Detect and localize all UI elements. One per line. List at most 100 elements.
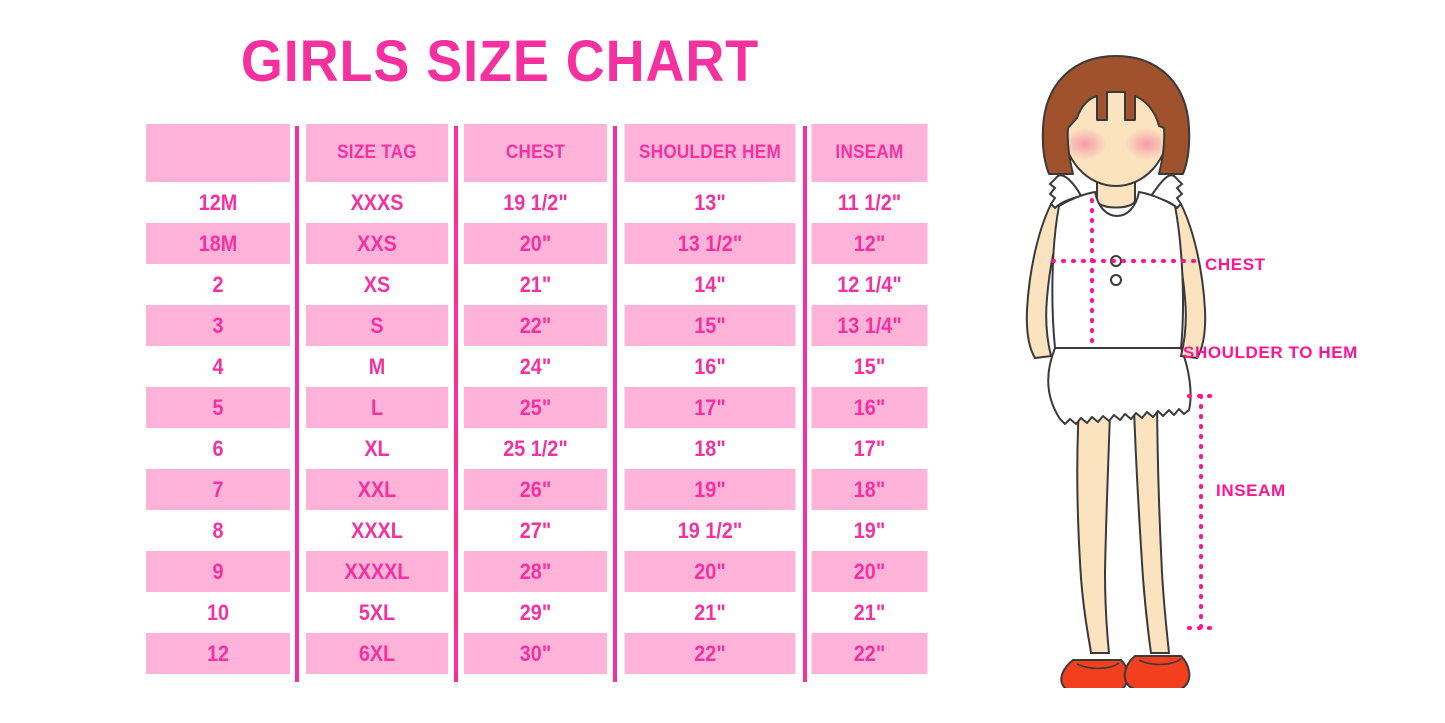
col-header-size: [146, 124, 290, 182]
cell-shoulder-hem: 16": [624, 346, 796, 387]
cell-size-tag: M: [305, 346, 449, 387]
cell-shoulder-hem: 13 1/2": [624, 223, 796, 264]
col-header-size-tag: SIZE TAG: [305, 124, 449, 182]
shoes: [1060, 655, 1191, 688]
cell-shoulder-hem: 13": [624, 182, 796, 223]
cell-inseam: 16": [811, 387, 928, 428]
cell-size: 3: [146, 305, 290, 346]
table-row: 18M XXS 20" 13 1/2" 12": [138, 223, 934, 264]
col-header-shoulder-hem: SHOULDER HEM: [624, 124, 796, 182]
cell-chest: 22": [463, 305, 608, 346]
cell-chest: 25": [463, 387, 608, 428]
table-row: 12 6XL 30" 22" 22": [138, 633, 934, 674]
cell-shoulder-hem: 21": [624, 592, 796, 633]
button-bottom: [1110, 274, 1122, 286]
cell-inseam: 22": [811, 633, 928, 674]
cell-size: 7: [146, 469, 290, 510]
cell-shoulder-hem: 22": [624, 633, 796, 674]
girl-illustration: [985, 48, 1265, 688]
cell-chest: 29": [463, 592, 608, 633]
table-body: 12M XXXS 19 1/2" 13" 11 1/2" 18M XXS 20" 13 1/2"…: [138, 182, 934, 674]
cell-shoulder-hem: 18": [624, 428, 796, 469]
cell-size: 18M: [146, 223, 290, 264]
cell-shoulder-hem: 15": [624, 305, 796, 346]
cell-chest: 24": [463, 346, 608, 387]
column-divider-1: [295, 126, 299, 682]
cell-size: 10: [146, 592, 290, 633]
table-row: 3 S 22" 15" 13 1/4": [138, 305, 934, 346]
cell-size-tag: S: [305, 305, 449, 346]
skirt: [1047, 347, 1192, 425]
tank-top: [1048, 174, 1184, 349]
cell-inseam: 13 1/4": [811, 305, 928, 346]
cell-size: 2: [146, 264, 290, 305]
cell-shoulder-hem: 20": [624, 551, 796, 592]
table-row: 7 XXL 26" 19" 18": [138, 469, 934, 510]
size-table: SIZE TAG CHEST SHOULDER HEM INSEAM 12M XX…: [138, 124, 934, 674]
table-row: 4 M 24" 16" 15": [138, 346, 934, 387]
col-header-chest: CHEST: [463, 124, 608, 182]
cell-chest: 20": [463, 223, 608, 264]
column-divider-3: [613, 126, 617, 682]
cheek-left: [1063, 128, 1107, 160]
cell-inseam: 18": [811, 469, 928, 510]
cell-size-tag: XXS: [305, 223, 449, 264]
table-head: SIZE TAG CHEST SHOULDER HEM INSEAM: [138, 124, 934, 182]
cell-size-tag: XS: [305, 264, 449, 305]
cheek-right: [1125, 128, 1169, 160]
cell-size: 6: [146, 428, 290, 469]
label-chest: CHEST: [1205, 255, 1266, 274]
cell-inseam: 17": [811, 428, 928, 469]
head: [1041, 55, 1191, 187]
cell-size-tag: XL: [305, 428, 449, 469]
cell-inseam: 12": [811, 223, 928, 264]
cell-size: 12: [146, 633, 290, 674]
table-row: 8 XXXL 27" 19 1/2" 19": [138, 510, 934, 551]
table-row: 6 XL 25 1/2" 18" 17": [138, 428, 934, 469]
cell-size: 12M: [146, 182, 290, 223]
cell-size-tag: L: [305, 387, 449, 428]
cell-chest: 27": [463, 510, 608, 551]
cell-chest: 25 1/2": [463, 428, 608, 469]
col-header-inseam: INSEAM: [811, 124, 928, 182]
page-title: GIRLS SIZE CHART: [240, 29, 760, 94]
cell-chest: 21": [463, 264, 608, 305]
label-inseam: INSEAM: [1216, 481, 1286, 500]
cell-size-tag: XXL: [305, 469, 449, 510]
cell-size-tag: XXXS: [305, 182, 449, 223]
cell-inseam: 20": [811, 551, 928, 592]
cell-shoulder-hem: 17": [624, 387, 796, 428]
cell-size: 9: [146, 551, 290, 592]
column-divider-2: [454, 126, 458, 682]
size-table-wrap: SIZE TAG CHEST SHOULDER HEM INSEAM 12M XX…: [138, 124, 934, 680]
cell-size-tag: XXXXL: [305, 551, 449, 592]
cell-size-tag: XXXL: [305, 510, 449, 551]
cell-size-tag: 6XL: [305, 633, 449, 674]
cell-inseam: 11 1/2": [811, 182, 928, 223]
cell-shoulder-hem: 19 1/2": [624, 510, 796, 551]
cell-chest: 19 1/2": [463, 182, 608, 223]
cell-inseam: 19": [811, 510, 928, 551]
table-row: 2 XS 21" 14" 12 1/4": [138, 264, 934, 305]
cell-size-tag: 5XL: [305, 592, 449, 633]
cell-size: 4: [146, 346, 290, 387]
label-shoulder-to-hem: SHOULDER TO HEM: [1183, 343, 1358, 362]
inseam-bracket: [1187, 394, 1217, 630]
table-row: 12M XXXS 19 1/2" 13" 11 1/2": [138, 182, 934, 223]
cell-inseam: 15": [811, 346, 928, 387]
column-divider-4: [803, 126, 807, 682]
cell-chest: 30": [463, 633, 608, 674]
cell-size: 8: [146, 510, 290, 551]
table-row: 10 5XL 29" 21" 21": [138, 592, 934, 633]
cell-chest: 28": [463, 551, 608, 592]
table-header-row: SIZE TAG CHEST SHOULDER HEM INSEAM: [138, 124, 934, 182]
cell-inseam: 21": [811, 592, 928, 633]
legs: [1076, 376, 1171, 654]
table-row: 9 XXXXL 28" 20" 20": [138, 551, 934, 592]
cell-shoulder-hem: 14": [624, 264, 796, 305]
cell-chest: 26": [463, 469, 608, 510]
table-row: 5 L 25" 17" 16": [138, 387, 934, 428]
cell-inseam: 12 1/4": [811, 264, 928, 305]
cell-shoulder-hem: 19": [624, 469, 796, 510]
